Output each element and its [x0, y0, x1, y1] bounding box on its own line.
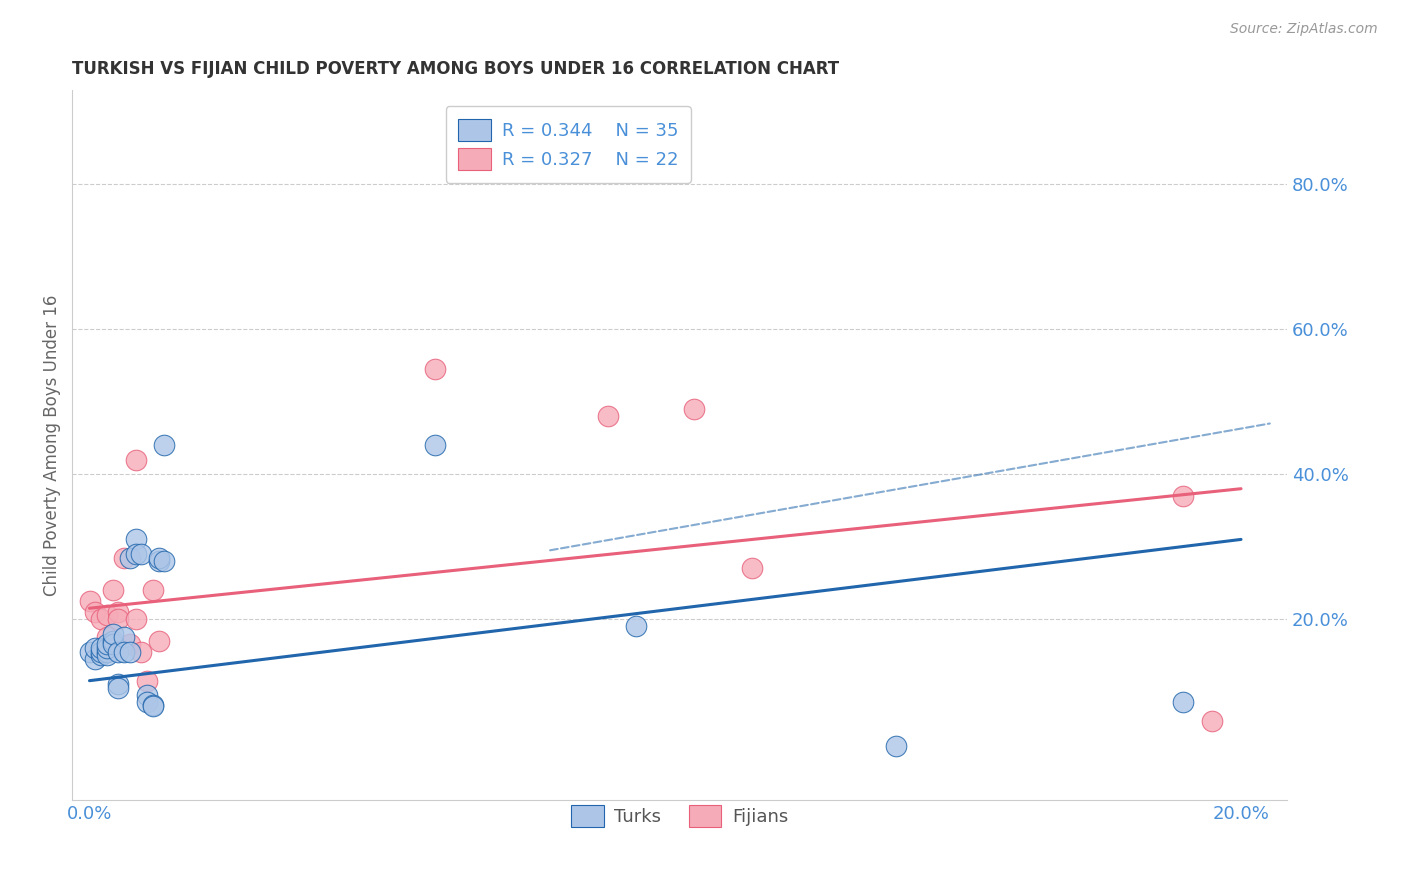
Point — [626, 619, 648, 633]
Point — [84, 641, 107, 656]
Legend: Turks, Fijians: Turks, Fijians — [564, 797, 796, 834]
Point — [423, 438, 446, 452]
Point — [96, 608, 118, 623]
Point — [96, 645, 118, 659]
Point — [148, 633, 170, 648]
Point — [79, 594, 101, 608]
Text: Source: ZipAtlas.com: Source: ZipAtlas.com — [1230, 22, 1378, 37]
Point — [101, 626, 124, 640]
Point — [148, 550, 170, 565]
Point — [1173, 695, 1195, 709]
Point — [153, 554, 176, 568]
Point — [107, 681, 129, 695]
Point — [884, 739, 907, 753]
Point — [118, 637, 141, 651]
Point — [136, 673, 159, 688]
Point — [101, 583, 124, 598]
Point — [142, 699, 165, 714]
Point — [153, 438, 176, 452]
Point — [96, 648, 118, 663]
Point — [90, 648, 112, 663]
Point — [107, 605, 129, 619]
Point — [148, 554, 170, 568]
Point — [118, 550, 141, 565]
Point — [131, 645, 153, 659]
Point — [84, 605, 107, 619]
Point — [136, 695, 159, 709]
Text: TURKISH VS FIJIAN CHILD POVERTY AMONG BOYS UNDER 16 CORRELATION CHART: TURKISH VS FIJIAN CHILD POVERTY AMONG BO… — [72, 60, 839, 78]
Point — [131, 547, 153, 561]
Point — [596, 409, 619, 424]
Point — [124, 547, 146, 561]
Point — [741, 561, 763, 575]
Point — [124, 612, 146, 626]
Point — [101, 633, 124, 648]
Point — [96, 641, 118, 656]
Point — [1201, 714, 1223, 728]
Point — [107, 677, 129, 691]
Point — [90, 645, 112, 659]
Point — [124, 452, 146, 467]
Point — [96, 637, 118, 651]
Point — [107, 612, 129, 626]
Point — [112, 550, 135, 565]
Point — [112, 630, 135, 644]
Point — [79, 645, 101, 659]
Point — [142, 698, 165, 712]
Y-axis label: Child Poverty Among Boys Under 16: Child Poverty Among Boys Under 16 — [44, 294, 60, 596]
Point — [84, 652, 107, 666]
Point — [90, 641, 112, 656]
Point — [683, 402, 706, 417]
Point — [118, 645, 141, 659]
Point — [136, 688, 159, 702]
Point — [90, 612, 112, 626]
Point — [1173, 489, 1195, 503]
Point — [124, 533, 146, 547]
Point — [96, 630, 118, 644]
Point — [423, 362, 446, 376]
Point — [142, 583, 165, 598]
Point — [112, 645, 135, 659]
Point — [101, 637, 124, 651]
Point — [107, 645, 129, 659]
